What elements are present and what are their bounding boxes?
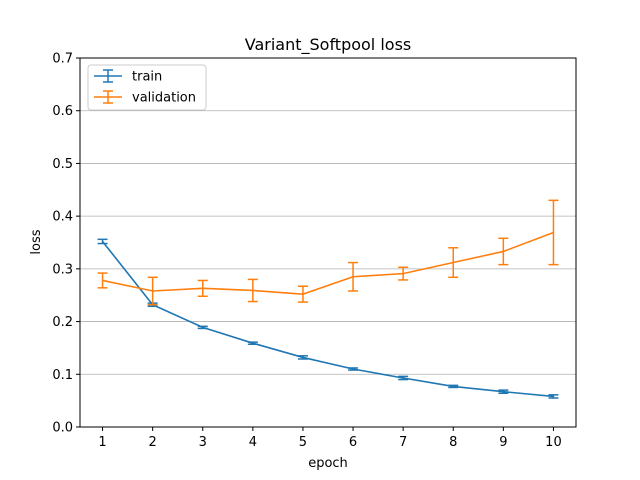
error-bar-validation: [548, 199, 559, 266]
error-bar-train: [97, 238, 108, 245]
x-tick-label: 9: [499, 435, 507, 450]
x-tick-label: 1: [98, 435, 106, 450]
y-axis-ticks: 0.0 0.1 0.2 0.3 0.4 0.5 0.6 0.7: [52, 52, 80, 436]
x-tick-label: 8: [449, 435, 457, 450]
error-bar-validation: [448, 247, 459, 279]
y-axis-label: loss: [29, 229, 44, 254]
error-bar-validation: [297, 285, 308, 303]
y-tick-label: 0.1: [52, 368, 73, 383]
y-tick-label: 0.0: [52, 421, 73, 436]
legend-swatch-train: [94, 69, 122, 83]
error-bar-validation: [498, 237, 509, 266]
error-bar-train: [548, 394, 559, 399]
x-tick-label: 6: [349, 435, 357, 450]
series-validation: [97, 199, 559, 306]
y-tick-label: 0.6: [52, 104, 73, 119]
error-bar-validation: [197, 279, 208, 298]
chart-title: Variant_Softpool loss: [245, 35, 412, 55]
error-bar-train: [197, 325, 208, 330]
x-tick-label: 7: [399, 435, 407, 450]
y-tick-label: 0.4: [52, 210, 73, 225]
error-bar-validation: [147, 276, 158, 306]
series-layer: [97, 199, 559, 399]
error-bar-train: [498, 389, 509, 395]
y-tick-label: 0.7: [52, 52, 73, 67]
x-axis-ticks: 1 2 3 4 5 6 7 8 9 10: [98, 427, 562, 450]
error-bar-train: [448, 384, 459, 389]
series-train: [97, 238, 559, 399]
series-line-validation: [102, 231, 554, 295]
x-tick-label: 10: [545, 435, 562, 450]
legend-swatch-validation: [94, 90, 122, 104]
error-bar-train: [398, 375, 409, 381]
error-bar-validation: [247, 278, 258, 303]
legend-label-validation: validation: [132, 91, 196, 106]
x-axis-label: epoch: [308, 456, 348, 471]
legend-label-train: train: [132, 70, 162, 85]
error-bar-train: [348, 367, 359, 371]
x-tick-label: 5: [299, 435, 307, 450]
y-tick-label: 0.5: [52, 157, 73, 172]
series-line-train: [101, 240, 554, 398]
error-bar-validation: [348, 261, 359, 292]
error-bar-train: [297, 355, 308, 360]
error-bar-train: [247, 341, 258, 345]
error-bar-validation: [398, 266, 409, 281]
error-bar-validation: [97, 272, 108, 289]
x-tick-label: 3: [199, 435, 207, 450]
legend: train validation: [87, 64, 207, 111]
grid-lines: [80, 110, 576, 375]
x-tick-label: 2: [149, 435, 157, 450]
y-tick-label: 0.3: [52, 262, 73, 277]
y-tick-label: 0.2: [52, 315, 73, 330]
plot-frame: [79, 57, 577, 428]
x-tick-label: 4: [249, 435, 257, 450]
